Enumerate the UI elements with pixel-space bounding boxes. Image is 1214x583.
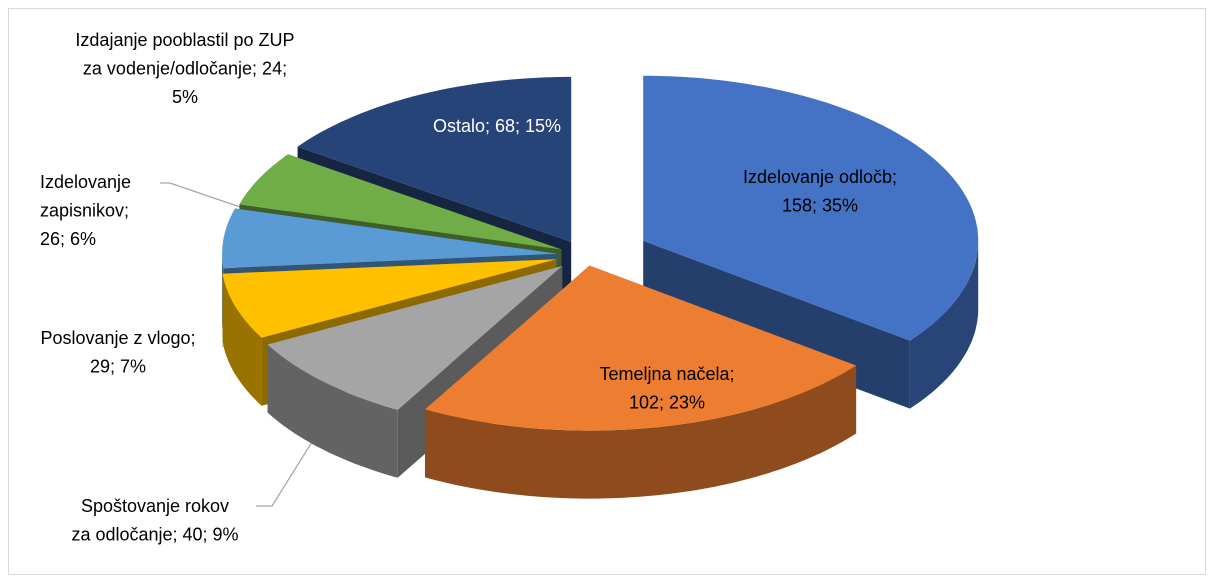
slice xyxy=(222,208,558,269)
data-label: Poslovanje z vlogo; xyxy=(40,328,195,348)
data-label: za odločanje; 40; 9% xyxy=(71,524,238,544)
leader-line xyxy=(256,441,313,507)
slice-wall xyxy=(222,273,262,406)
slice-wall xyxy=(909,240,979,409)
data-label: Izdelovanje xyxy=(40,172,131,192)
slice xyxy=(297,76,572,242)
slice xyxy=(643,75,979,341)
data-label: Temeljna načela; xyxy=(599,364,734,384)
slice xyxy=(425,265,857,431)
data-label: 26; 6% xyxy=(40,229,96,249)
data-label: Izdelovanje odločb; xyxy=(743,167,897,187)
data-label: 158; 35% xyxy=(782,195,858,215)
data-label: 102; 23% xyxy=(629,392,705,412)
data-label: zapisnikov; xyxy=(40,200,129,220)
slice xyxy=(267,266,563,410)
data-label: Ostalo; 68; 15% xyxy=(433,116,561,136)
slice-wall xyxy=(267,344,398,478)
data-label: 5% xyxy=(172,87,198,107)
slice-wall xyxy=(425,365,857,499)
slice xyxy=(222,259,557,338)
leader-line xyxy=(160,182,241,208)
data-label: 29; 7% xyxy=(90,356,146,376)
slice xyxy=(239,154,562,250)
data-label: Izdajanje pooblastil po ZUP xyxy=(75,30,294,50)
data-label: Spoštovanje rokov xyxy=(81,496,229,516)
data-label: za vodenje/odločanje; 24; xyxy=(83,58,287,78)
